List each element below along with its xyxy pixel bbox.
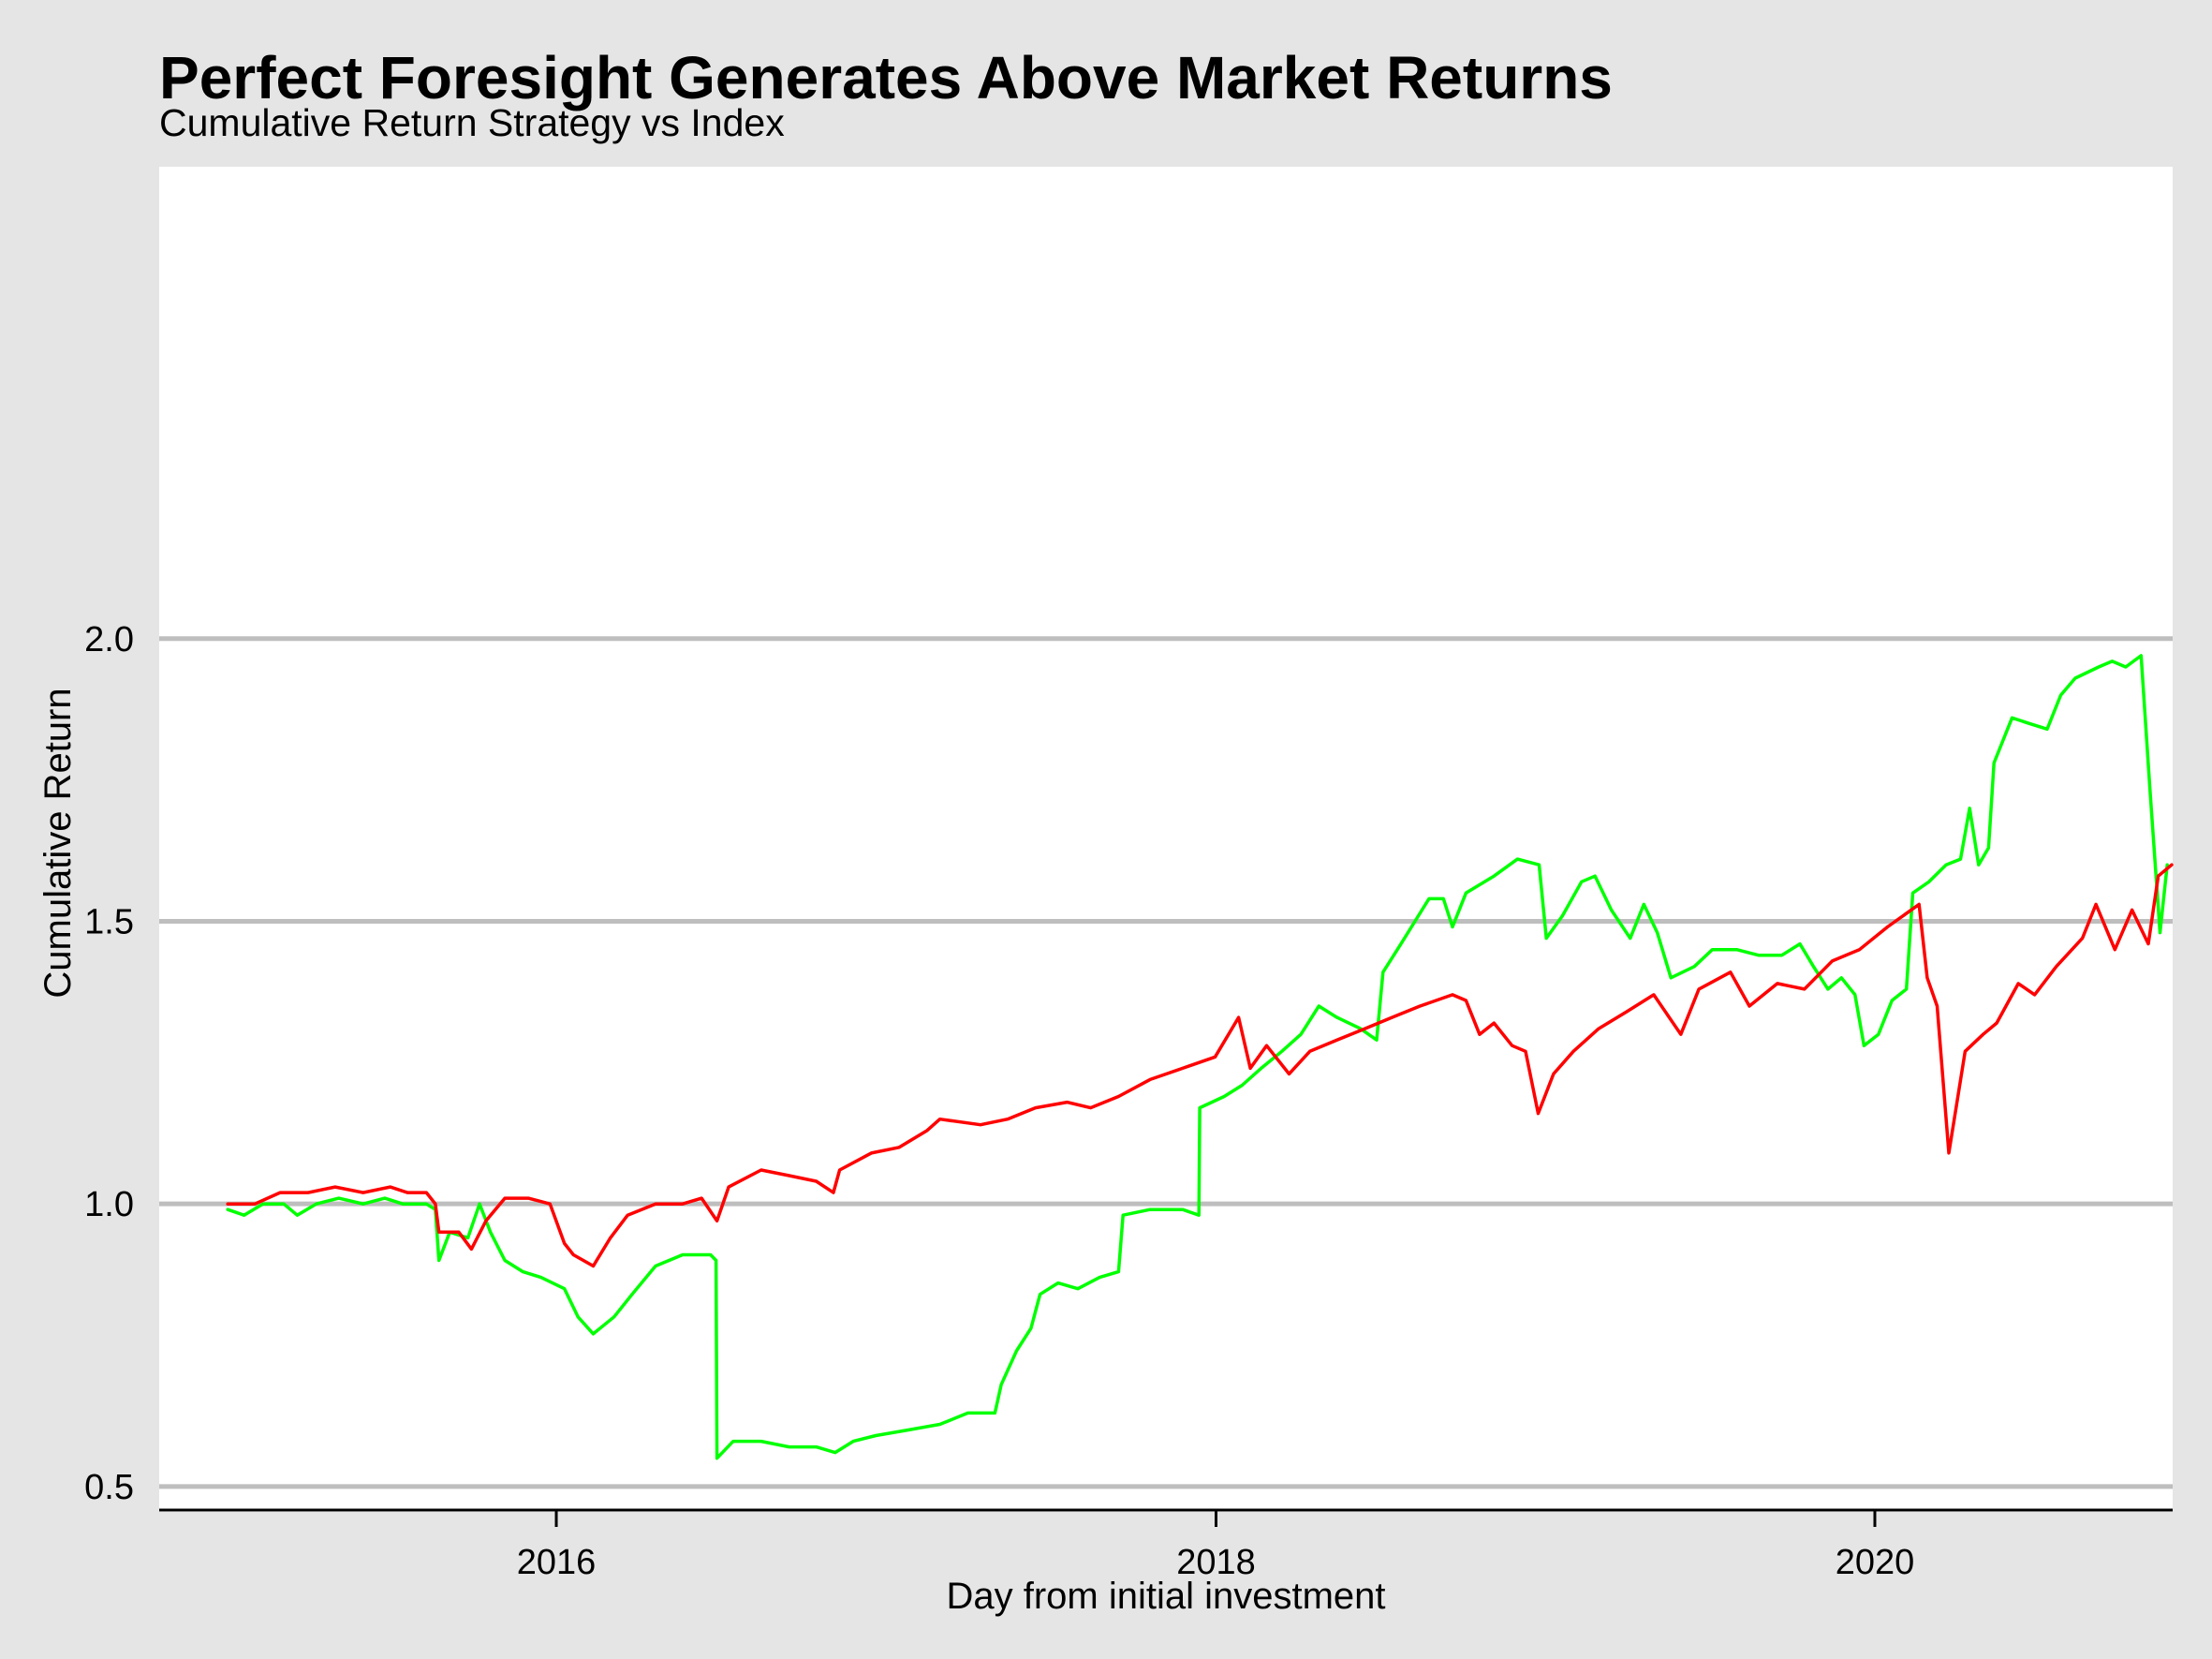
y-tick-label: 1.0: [84, 1185, 134, 1224]
x-tick-label: 2020: [1836, 1543, 1915, 1582]
y-tick-label: 0.5: [84, 1468, 134, 1507]
series-line-1: [226, 654, 2169, 1460]
series-group: [226, 654, 2174, 1460]
chart-subtitle: Cumulative Return Strategy vs Index: [159, 101, 785, 144]
series-line-2: [226, 863, 2174, 1268]
x-tick-label: 2018: [1176, 1543, 1256, 1582]
y-tick-label: 1.5: [84, 902, 134, 941]
x-axis-ticks: 2016 2018 2020: [517, 1510, 1915, 1582]
x-tick-label: 2016: [517, 1543, 597, 1582]
y-tick-label: 2.0: [84, 620, 134, 659]
y-axis-ticks: 0.5 1.0 1.5 2.0: [84, 620, 134, 1507]
chart-title: Perfect Foresight Generates Above Market…: [159, 44, 1613, 111]
plot-panel: [159, 167, 2173, 1512]
y-axis-title: Cumulative Return: [37, 688, 79, 998]
x-axis-title: Day from initial investment: [946, 1576, 1385, 1617]
gridlines: [159, 636, 2173, 1489]
